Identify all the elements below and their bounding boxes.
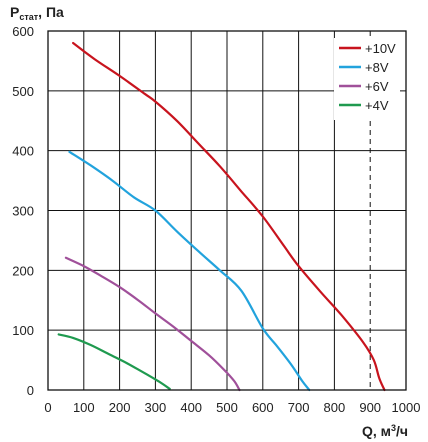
y-tick-label: 400 bbox=[12, 144, 34, 159]
y-axis-title-main: P bbox=[10, 4, 19, 20]
x-tick-label: 800 bbox=[324, 400, 346, 415]
legend-label-2: +8V bbox=[365, 60, 389, 75]
x-axis-title: Q, м3/ч bbox=[362, 423, 408, 439]
legend-background bbox=[334, 38, 400, 120]
legend-label-4: +4V bbox=[365, 98, 389, 113]
y-tick-label: 300 bbox=[12, 204, 34, 219]
y-axis-title-suffix: , Па bbox=[38, 4, 64, 20]
x-tick-label: 600 bbox=[252, 400, 274, 415]
x-tick-label: 200 bbox=[109, 400, 131, 415]
x-axis-title-main: Q, м bbox=[362, 423, 391, 439]
x-tick-label: 300 bbox=[145, 400, 167, 415]
series-line-1 bbox=[72, 41, 386, 392]
y-tick-label: 500 bbox=[12, 84, 34, 99]
x-tick-label: 1000 bbox=[392, 400, 421, 415]
x-tick-label: 700 bbox=[288, 400, 310, 415]
y-tick-label: 0 bbox=[27, 383, 34, 398]
y-tick-label: 100 bbox=[12, 323, 34, 338]
x-tick-label: 900 bbox=[359, 400, 381, 415]
series-lines bbox=[57, 41, 386, 392]
series-line-2 bbox=[68, 150, 311, 392]
legend-label-3: +6V bbox=[365, 79, 389, 94]
x-tick-label: 400 bbox=[180, 400, 202, 415]
series-line-3 bbox=[64, 256, 241, 392]
y-axis-title: Pстат, Па bbox=[10, 4, 64, 22]
tick-labels: 0 100 200 300 400 500 600 700 800 900 1000 0 100 200 3… bbox=[12, 24, 420, 415]
x-tick-label: 500 bbox=[216, 400, 238, 415]
series-line-4 bbox=[57, 333, 171, 390]
legend-label-1: +10V bbox=[365, 41, 396, 56]
x-tick-label: 100 bbox=[73, 400, 95, 415]
x-tick-label: 0 bbox=[44, 400, 51, 415]
legend: +10V +8V +6V +4V bbox=[339, 41, 396, 113]
y-tick-label: 200 bbox=[12, 263, 34, 278]
plot-frame bbox=[47, 30, 407, 391]
y-axis-title-sub: стат bbox=[19, 12, 38, 22]
x-axis-title-sup: 3 bbox=[391, 423, 396, 433]
x-axis-title-suffix: /ч bbox=[396, 423, 408, 439]
y-tick-label: 600 bbox=[12, 24, 34, 39]
